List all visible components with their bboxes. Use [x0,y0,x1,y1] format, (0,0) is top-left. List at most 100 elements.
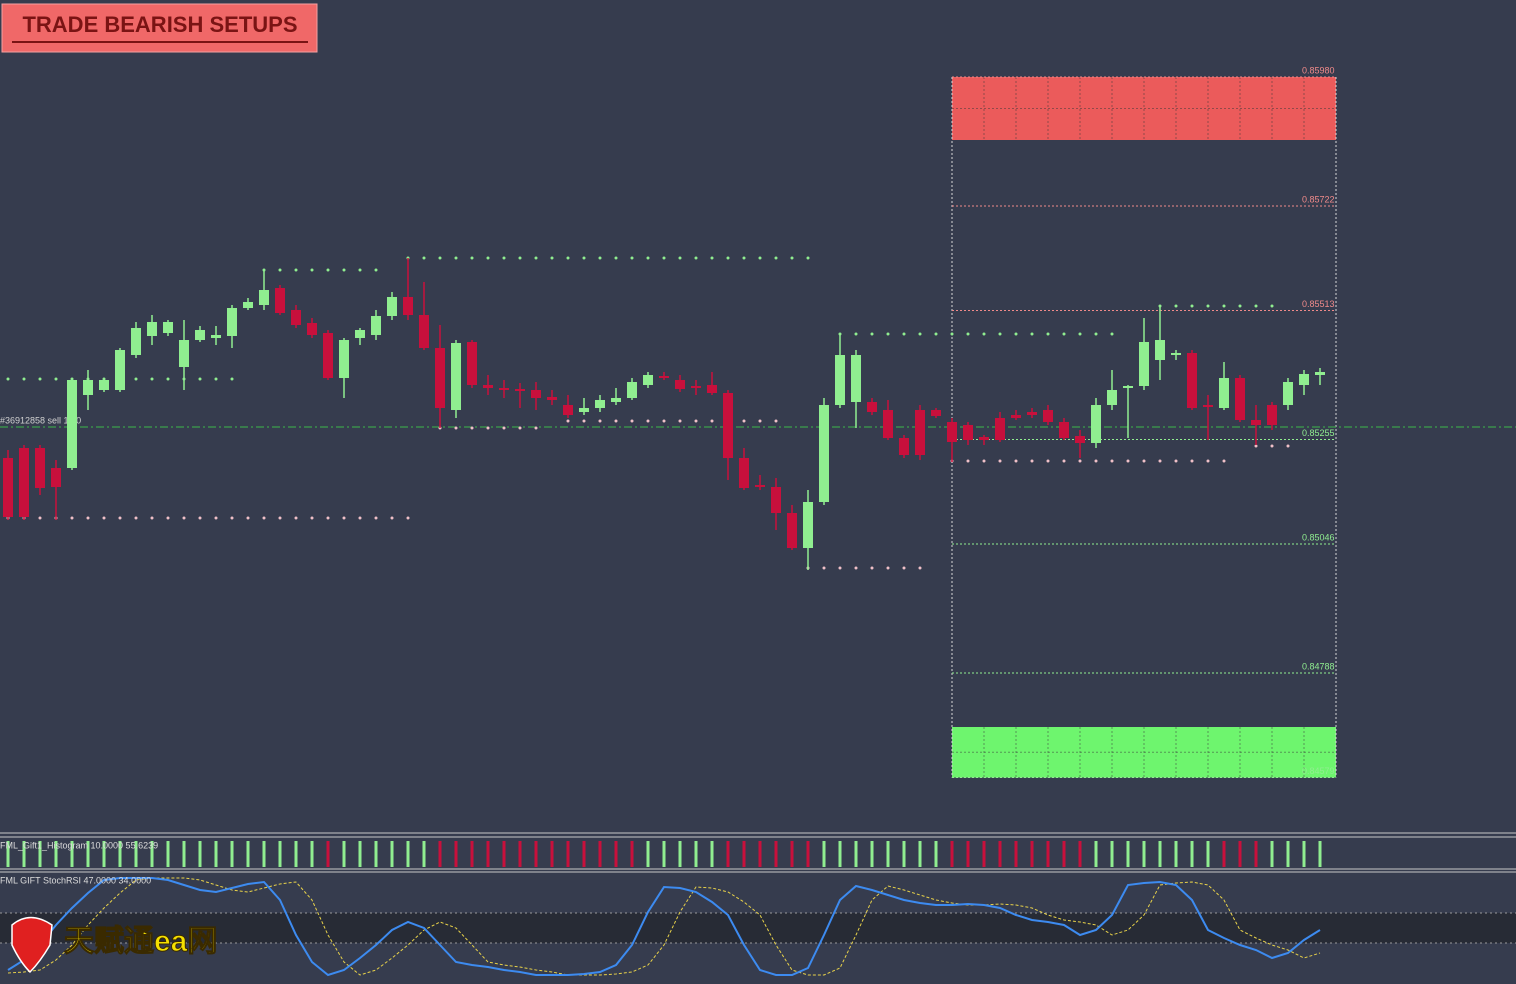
candle-body [1059,422,1069,438]
candle-body [163,322,173,333]
candle-body [867,402,877,412]
histogram-bar [678,841,682,867]
histogram-bar [646,841,650,867]
candle-body [243,302,253,308]
candle-body [435,348,445,408]
candle-body [643,375,653,385]
histogram-bar [1318,841,1322,867]
histogram-bar [214,841,218,867]
candle-body [323,333,333,378]
histogram-bar [502,841,506,867]
candle-body [1075,436,1085,443]
histogram-bar [534,841,538,867]
histogram-bar [134,841,138,867]
histogram-bar [1222,841,1226,867]
histogram-bar [294,841,298,867]
candle-body [579,408,589,412]
histogram-bar [806,841,810,867]
histogram-bar [886,841,890,867]
histogram-bar [1062,841,1066,867]
candle-body [627,382,637,398]
histogram-bar [1174,841,1178,867]
candle-body [451,343,461,410]
histogram-bar [230,841,234,867]
plot: 0.85980 0.85722 0.85513 0.85255 0.85046 0.847… [0,65,1516,977]
histogram-bar [86,841,90,867]
candle-body [131,328,141,355]
candle-body [707,385,717,393]
histogram-bar [1286,841,1290,867]
watermark-logo [11,916,53,974]
histogram-bar [422,841,426,867]
candle-body [1171,353,1181,355]
candle-body [19,448,29,517]
candle-body [371,316,381,335]
candle-body [195,330,205,340]
histogram-bar [470,841,474,867]
candle-body [1107,390,1117,405]
histogram-bar [934,841,938,867]
histogram-bar [742,841,746,867]
candle-body [211,335,221,338]
histogram-bar [406,841,410,867]
candle-body [915,410,925,455]
candle-body [35,448,45,488]
candle-body [355,330,365,338]
candle-body [851,355,861,402]
candle-body [1123,386,1133,388]
candle-body [755,485,765,487]
candle-body [51,468,61,487]
candle-body [147,322,157,336]
histogram-bar [758,841,762,867]
candle-body [963,425,973,440]
level-label: 0.85722 [1302,194,1335,204]
candle-body [291,310,301,325]
candle-body [99,380,109,390]
histogram-bar [902,841,906,867]
candle-body [563,405,573,415]
candle-body [1219,378,1229,408]
watermark: 天赋通ea网 [64,925,217,958]
candle-body [1091,405,1101,443]
candle-body [387,297,397,316]
level-label: 0.85513 [1302,299,1335,309]
candle-body [739,458,749,488]
candle-body [1251,420,1261,425]
level-label: 0.84788 [1302,661,1335,671]
histogram-bar [486,841,490,867]
histogram-bar [630,841,634,867]
candle-body [819,405,829,502]
candle-body [547,397,557,400]
candle-body [1235,378,1245,420]
histogram-bar [1158,841,1162,867]
candle-body [3,458,13,517]
histogram-bar [598,841,602,867]
candle-body [115,350,125,390]
candle-body [595,400,605,408]
stoch-line [7,877,1321,977]
candle-body [1315,372,1325,375]
histogram-bar [1126,841,1130,867]
candle-body [1043,410,1053,422]
histogram-bar [326,841,330,867]
histogram-bar [278,841,282,867]
title-box [1,3,318,53]
histogram-bar [1110,841,1114,867]
histogram-bar [1014,841,1018,867]
histogram-bar [838,841,842,867]
histogram-bar [694,841,698,867]
candle-body [611,398,621,402]
histogram-bar [390,841,394,867]
histogram-bar [374,841,378,867]
histogram-bar [246,841,250,867]
histogram-bar [774,841,778,867]
candle-body [1283,382,1293,405]
candle-body [1011,415,1021,418]
candle-body [771,487,781,513]
candle-body [499,388,509,390]
histogram-bar [54,841,58,867]
candle-body [1203,405,1213,407]
histogram-bar [6,841,10,867]
candle-body [995,418,1005,440]
